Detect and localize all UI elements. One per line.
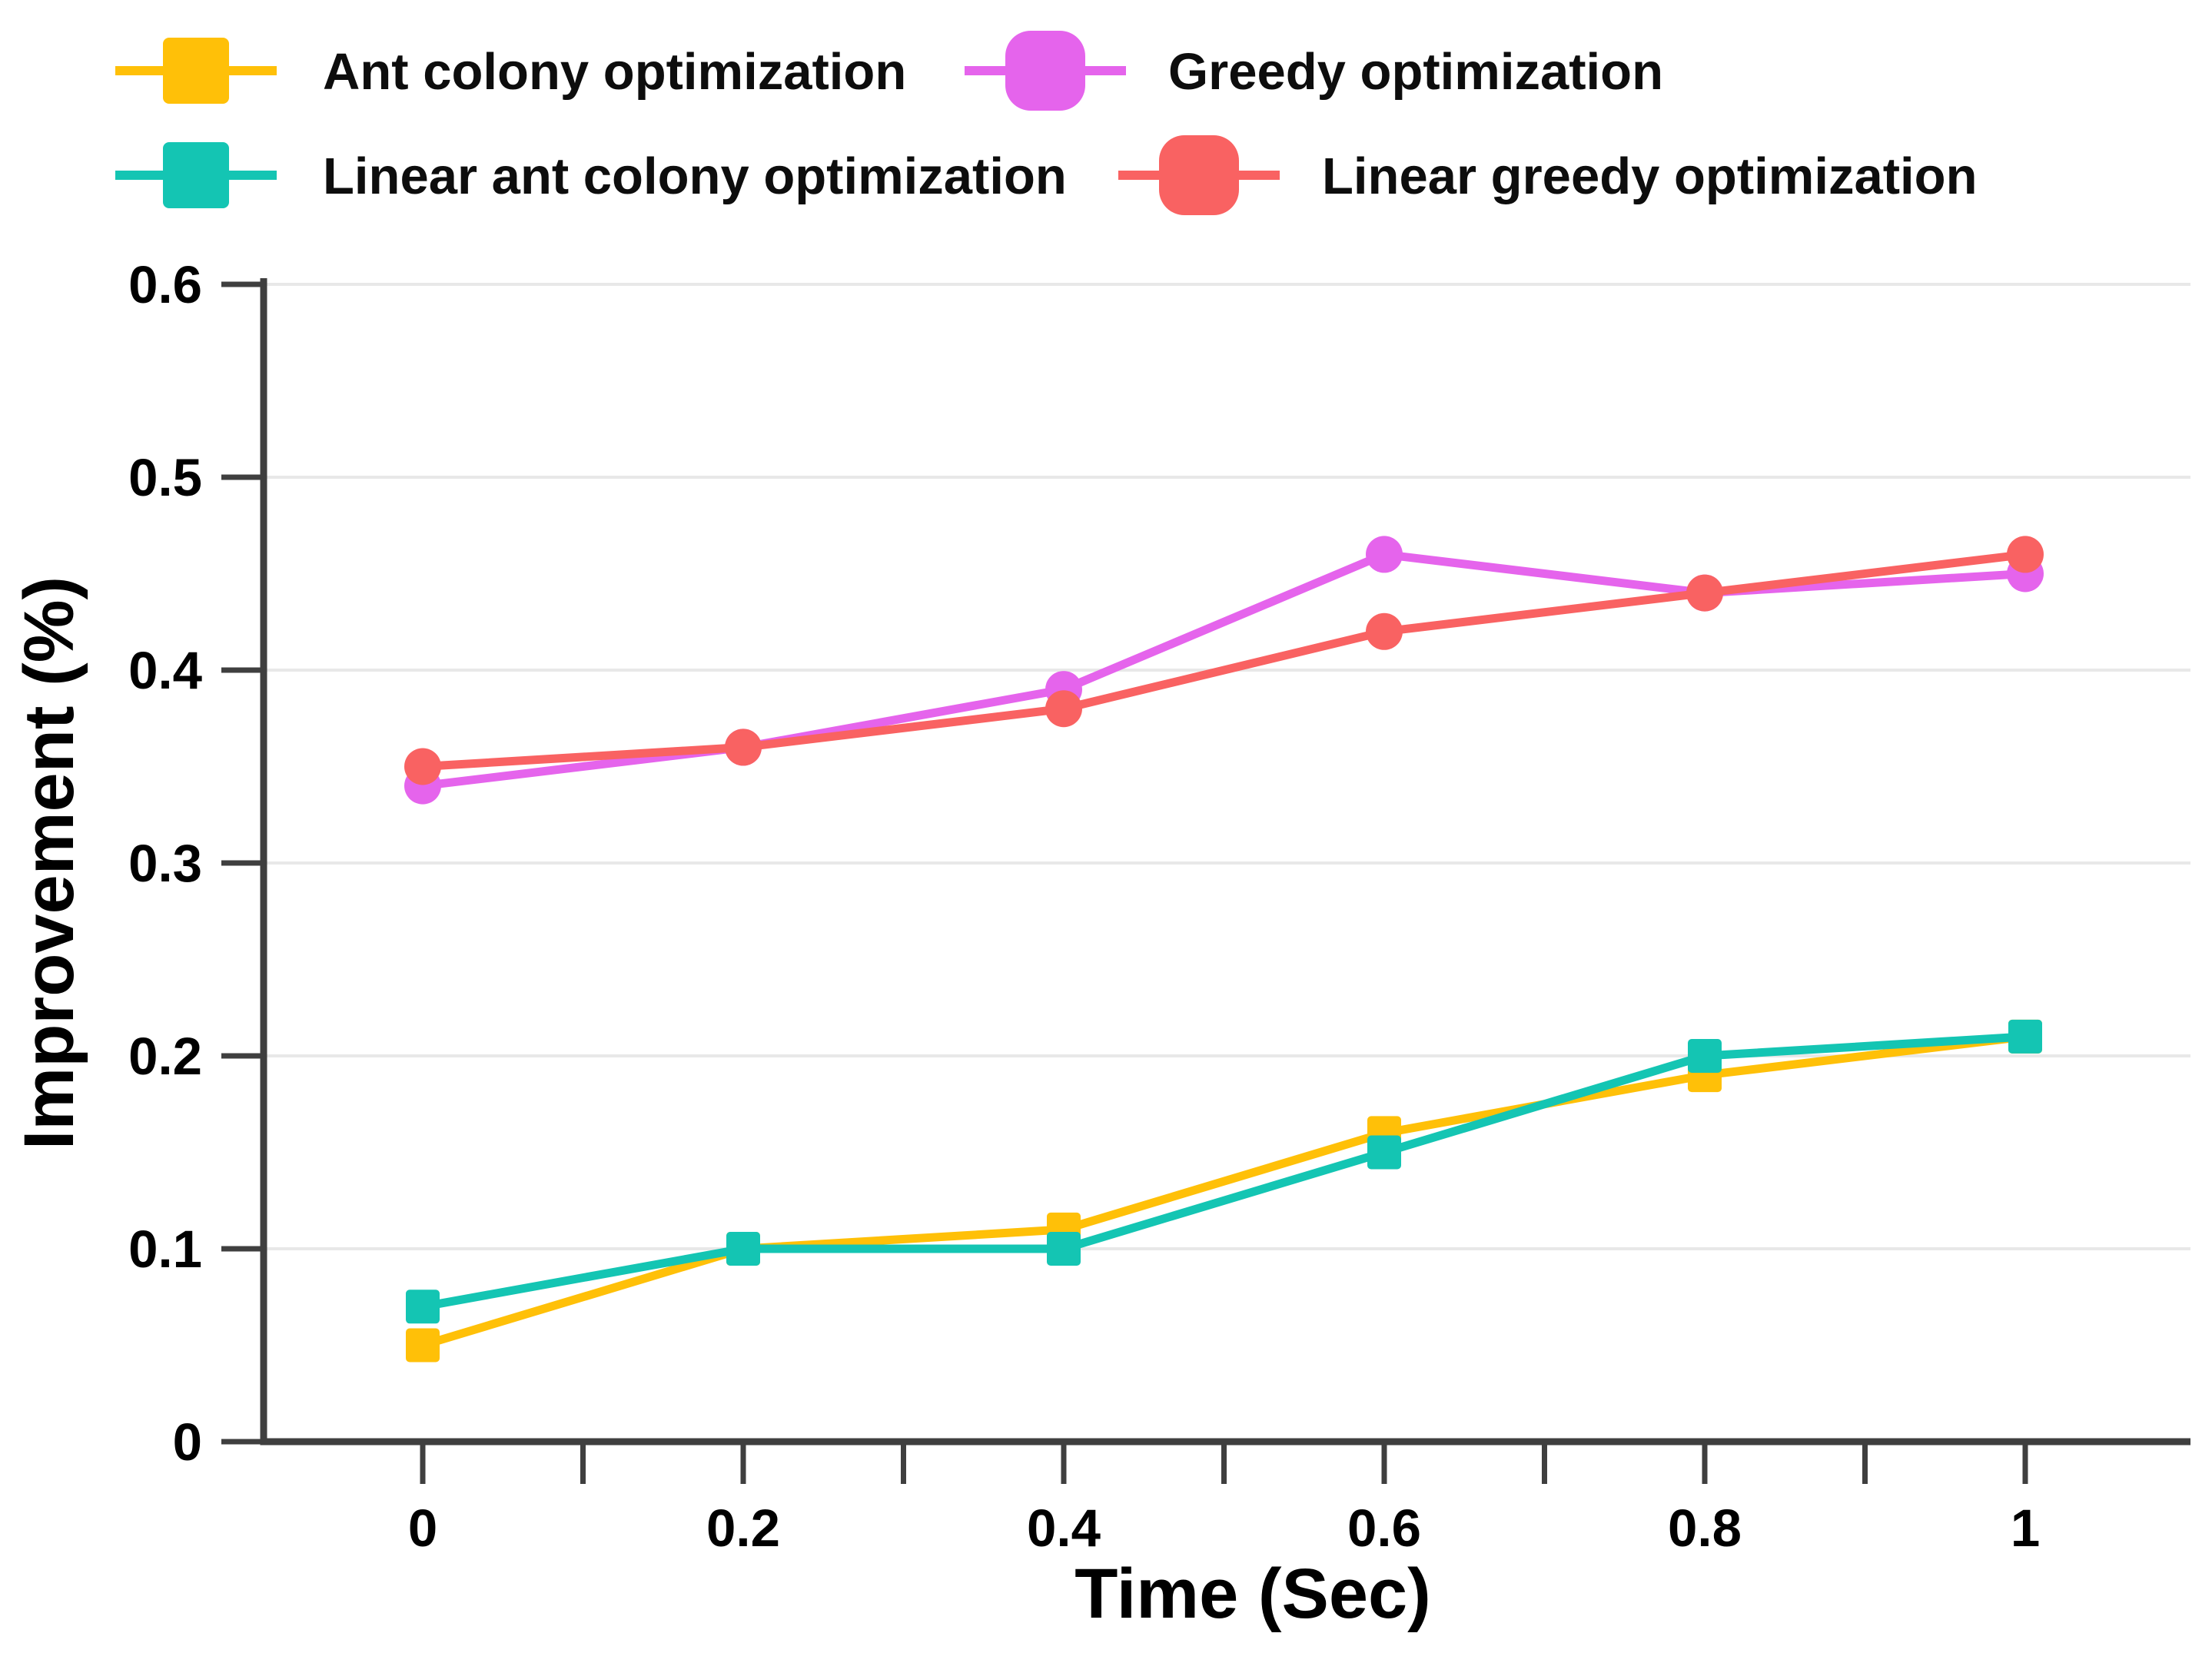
legend-item-linear-greedy-optimization: Linear greedy optimization xyxy=(1118,135,1978,215)
data-point-linear-greedy-optimization xyxy=(1045,690,1082,728)
y-tick-label: 0.5 xyxy=(128,448,202,507)
data-point-linear-ant-colony-optimization xyxy=(2008,1019,2042,1054)
y-tick-label: 0.1 xyxy=(128,1220,202,1279)
legend-item-linear-ant-colony-optimization: Linear ant colony optimization xyxy=(115,142,1067,208)
y-tick-label: 0.2 xyxy=(128,1027,202,1086)
x-tick-label: 0.8 xyxy=(1668,1499,1742,1558)
x-tick-label: 1 xyxy=(2011,1499,2040,1558)
legend-marker-square xyxy=(163,142,229,208)
data-point-linear-greedy-optimization xyxy=(2007,536,2044,573)
legend-item-ant-colony-optimization: Ant colony optimization xyxy=(115,38,906,104)
x-tick-label: 0.2 xyxy=(706,1499,780,1558)
data-point-linear-greedy-optimization xyxy=(1686,574,1723,612)
x-tick-label: 0.6 xyxy=(1347,1499,1421,1558)
x-tick-label: 0.4 xyxy=(1027,1499,1101,1558)
series-line-ant-colony-optimization xyxy=(418,1032,2030,1349)
data-point-linear-greedy-optimization xyxy=(1366,612,1403,650)
legend-marker-round xyxy=(1005,31,1085,111)
legend-item-label: Greedy optimization xyxy=(1168,43,1663,101)
legend-item-label: Linear greedy optimization xyxy=(1322,148,1978,205)
gridlines xyxy=(264,283,2190,1250)
y-tick-label: 0.6 xyxy=(128,255,202,314)
series-line-linear-greedy-optimization xyxy=(418,549,2030,771)
data-point-linear-ant-colony-optimization xyxy=(1047,1232,1081,1266)
legend-item-label: Linear ant colony optimization xyxy=(323,148,1067,205)
legend-marker-round xyxy=(1159,135,1239,215)
data-point-linear-ant-colony-optimization xyxy=(1688,1039,1722,1073)
legend-marker-square xyxy=(163,38,229,104)
legend-item-label: Ant colony optimization xyxy=(323,43,906,101)
y-tick-label: 0 xyxy=(173,1412,202,1472)
data-point-greedy-optimization xyxy=(1366,536,1403,573)
data-point-linear-greedy-optimization xyxy=(725,729,762,766)
data-point-linear-ant-colony-optimization xyxy=(1367,1135,1401,1170)
x-tick-label: 0 xyxy=(408,1499,437,1558)
data-point-linear-ant-colony-optimization xyxy=(406,1290,440,1324)
x-axis-title: Time (Sec) xyxy=(1074,1555,1431,1633)
legend-item-greedy-optimization: Greedy optimization xyxy=(965,31,1663,111)
legend: Ant colony optimization Greedy optimizati… xyxy=(115,31,1978,215)
y-tick-label: 0.4 xyxy=(128,641,202,700)
axes: 0 0.1 0.2 0.3 0.4 0.5 0.6 0 0.2 0.4 0.6 0.8 1 xyxy=(128,255,2190,1558)
series-line-linear-ant-colony-optimization xyxy=(418,1032,2030,1311)
y-tick-label: 0.3 xyxy=(128,834,202,893)
y-axis-title: Improvement (%) xyxy=(10,576,88,1150)
series-plot xyxy=(404,536,2044,1363)
data-point-linear-ant-colony-optimization xyxy=(726,1232,760,1266)
data-point-linear-greedy-optimization xyxy=(404,748,441,785)
data-point-ant-colony-optimization xyxy=(406,1328,440,1363)
